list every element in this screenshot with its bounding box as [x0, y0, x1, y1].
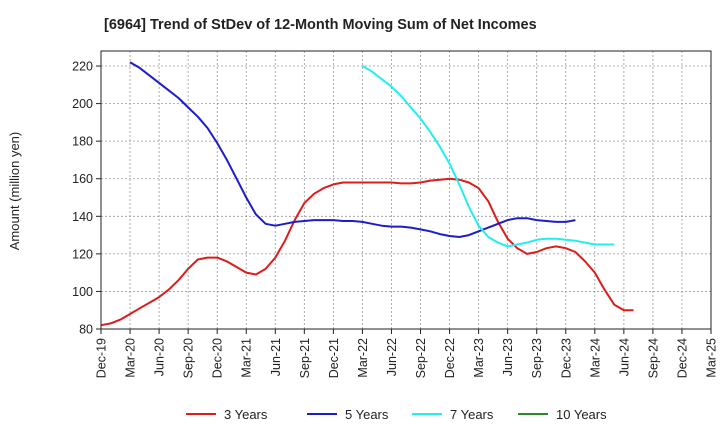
x-tick-label: Dec-23	[559, 338, 573, 378]
legend-label: 3 Years	[224, 407, 268, 422]
x-tick-label: Jun-22	[385, 338, 399, 376]
x-tick-label: Mar-25	[705, 338, 719, 378]
x-tick-label: Dec-19	[95, 338, 109, 378]
x-tick-label: Mar-21	[240, 338, 254, 378]
y-tick-label: 220	[72, 60, 93, 74]
series-line-7-years	[361, 65, 615, 248]
x-tick-label: Dec-20	[211, 338, 225, 378]
chart-title: [6964] Trend of StDev of 12-Month Moving…	[104, 17, 537, 33]
x-tick-label: Mar-23	[472, 338, 486, 378]
y-tick-label: 160	[72, 172, 93, 186]
y-tick-label: 80	[79, 323, 93, 337]
x-tick-label: Jun-24	[617, 338, 631, 376]
y-tick-label: 100	[72, 285, 93, 299]
plot-series	[100, 61, 634, 327]
legend: 3 Years 5 Years 7 Years 10 Years	[186, 407, 607, 422]
plot-frame	[100, 50, 712, 330]
x-tick-label: Mar-20	[124, 338, 138, 378]
x-tick-label: Jun-21	[269, 338, 283, 376]
x-tick-label: Mar-22	[356, 338, 370, 378]
x-tick-label: Dec-24	[675, 338, 689, 378]
x-tick-label: Jun-20	[153, 338, 167, 376]
y-tick-label: 180	[72, 135, 93, 149]
x-tick-label: Dec-22	[443, 338, 457, 378]
x-tick-label: Sep-22	[414, 338, 428, 378]
y-tick-label: 140	[72, 210, 93, 224]
x-axis-ticks: Dec-19 Mar-20 Jun-20 Sep-20 Dec-20 Mar-21 Jun-…	[95, 329, 719, 378]
x-tick-label: Sep-24	[646, 338, 660, 378]
x-tick-label: Sep-21	[298, 338, 312, 378]
y-tick-label: 200	[72, 97, 93, 111]
y-tick-label: 120	[72, 247, 93, 261]
x-tick-label: Sep-20	[182, 338, 196, 378]
x-tick-label: Mar-24	[588, 338, 602, 378]
x-tick-label: Sep-23	[530, 338, 544, 378]
y-axis-label: Amount (million yen)	[7, 132, 22, 251]
x-tick-label: Jun-23	[501, 338, 515, 376]
legend-label: 10 Years	[556, 407, 607, 422]
grid	[101, 51, 711, 330]
x-tick-label: Dec-21	[327, 338, 341, 378]
series-line-3-years	[100, 177, 634, 327]
series-line-5-years	[129, 61, 576, 238]
legend-label: 7 Years	[450, 407, 494, 422]
legend-label: 5 Years	[345, 407, 389, 422]
y-axis-ticks: 80 100 120 140 160 180 200 220	[72, 60, 101, 337]
